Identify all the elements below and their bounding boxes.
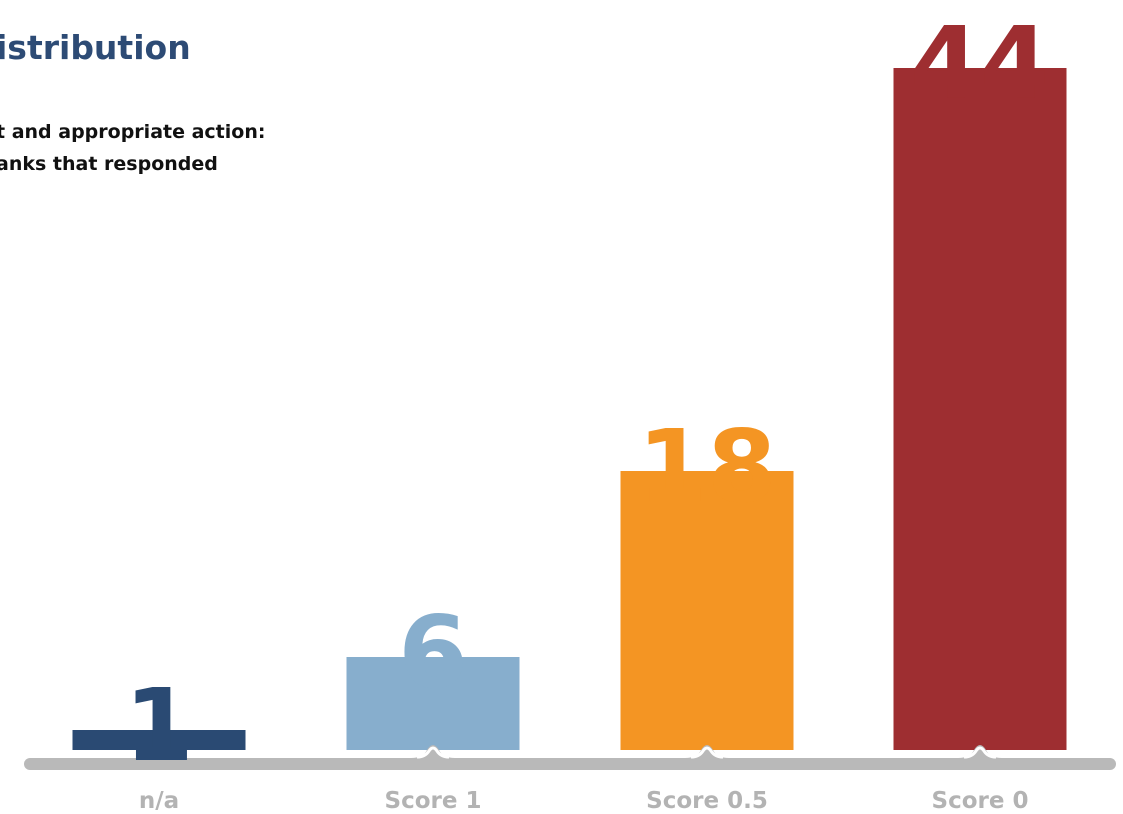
data-label-1: 1 (124, 667, 194, 784)
bar-4 (893, 68, 1067, 750)
axis-notch-highlight-2 (416, 746, 450, 759)
axis-notch-highlight-3 (690, 746, 724, 759)
x-axis-line (24, 758, 1116, 770)
data-label-3: 18 (637, 408, 776, 525)
axis-notch-highlight-4 (963, 746, 997, 759)
bar-1 (72, 730, 246, 750)
axis-notch-1 (137, 745, 181, 758)
axis-notch-3 (685, 745, 729, 758)
data-label-4: 44 (910, 5, 1049, 122)
subtitle-line-2: anks that responded (0, 153, 218, 175)
x-tick-label-1: n/a (139, 788, 179, 814)
axis-notch-highlight-1 (142, 746, 176, 759)
axis-notch-4 (958, 745, 1002, 758)
subtitle-line-1: t and appropriate action: (0, 121, 266, 143)
x-tick-label-2: Score 1 (385, 788, 482, 814)
x-tick-label-3: Score 0.5 (646, 788, 768, 814)
x-tick-label-4: Score 0 (932, 788, 1029, 814)
chart-title: istribution (0, 28, 191, 67)
bar-2 (346, 657, 520, 750)
data-label-2: 6 (398, 594, 468, 711)
axis-notch-2 (411, 745, 455, 758)
bar-3 (620, 471, 794, 750)
chart-subtitle: t and appropriate action: anks that resp… (0, 116, 265, 180)
